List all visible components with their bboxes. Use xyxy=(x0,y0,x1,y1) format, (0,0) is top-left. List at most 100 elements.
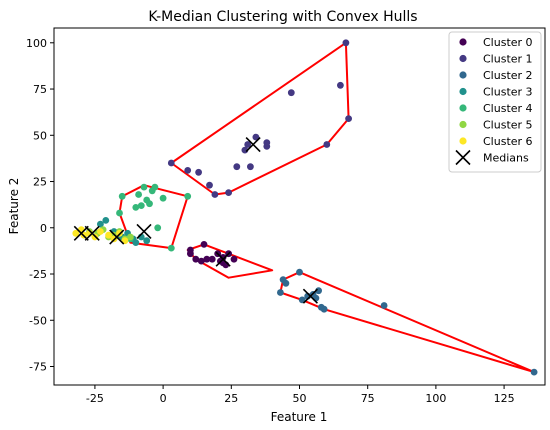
point-cluster-4 xyxy=(116,209,123,217)
legend-marker xyxy=(459,38,467,46)
point-cluster-0 xyxy=(187,250,194,258)
legend-marker xyxy=(459,87,467,96)
point-cluster-1 xyxy=(287,89,295,97)
legend-median-marker xyxy=(455,149,471,166)
y-tick-label: 100 xyxy=(26,37,47,50)
legend-marker xyxy=(459,54,467,63)
point-cluster-0 xyxy=(208,255,216,263)
legend-label: Cluster 5 xyxy=(483,119,533,132)
legend-label: Cluster 4 xyxy=(483,102,533,115)
point-cluster-1 xyxy=(233,163,241,171)
x-tick-label: 0 xyxy=(160,392,167,405)
point-cluster-1 xyxy=(225,189,233,197)
y-tick-label: -50 xyxy=(29,314,47,327)
legend-marker xyxy=(459,137,467,145)
legend-label: Cluster 3 xyxy=(483,86,533,99)
point-cluster-1 xyxy=(337,81,344,89)
point-cluster-2 xyxy=(530,368,538,376)
median-marker xyxy=(215,251,231,267)
median-markers xyxy=(73,136,318,304)
y-tick-label: 25 xyxy=(33,176,47,189)
point-cluster-5 xyxy=(126,233,134,241)
point-cluster-2 xyxy=(277,289,284,296)
point-cluster-2 xyxy=(380,302,388,309)
x-tick-label: 50 xyxy=(293,392,307,405)
x-tick-label: 125 xyxy=(494,392,515,405)
y-tick-label: 75 xyxy=(33,83,47,96)
point-cluster-4 xyxy=(135,191,143,198)
point-cluster-2 xyxy=(320,305,328,313)
legend-label: Cluster 1 xyxy=(483,53,533,66)
legend: Cluster 0 Cluster 1 Cluster 2 Cluster 3 Clus… xyxy=(448,31,542,173)
point-cluster-2 xyxy=(312,294,320,302)
point-cluster-1 xyxy=(244,141,252,148)
point-cluster-6 xyxy=(97,228,104,235)
y-axis-label: Feature 2 xyxy=(7,178,21,235)
median-marker xyxy=(84,225,100,241)
point-cluster-2 xyxy=(296,268,303,276)
point-cluster-1 xyxy=(263,139,271,147)
point-cluster-6 xyxy=(105,231,112,239)
point-cluster-1 xyxy=(206,181,213,189)
plot-area xyxy=(72,39,538,376)
point-cluster-4 xyxy=(118,192,126,200)
point-cluster-1 xyxy=(195,168,203,176)
x-tick-label: 100 xyxy=(425,392,446,405)
legend-marker xyxy=(459,71,467,79)
y-axis-ticks: -75 -50 -25 0 25 50 75 100 xyxy=(26,37,54,374)
point-cluster-4 xyxy=(146,200,153,208)
point-cluster-1 xyxy=(323,141,331,148)
x-tick-label: -25 xyxy=(86,392,104,405)
point-cluster-4 xyxy=(140,183,148,191)
y-tick-label: -75 xyxy=(29,361,47,374)
legend-label: Cluster 6 xyxy=(483,135,533,148)
median-marker xyxy=(73,225,89,241)
point-cluster-0 xyxy=(230,255,238,263)
median-marker xyxy=(109,229,125,245)
point-cluster-0 xyxy=(219,254,227,261)
legend-box xyxy=(448,31,542,173)
point-cluster-4 xyxy=(132,204,140,211)
x-axis-label: Feature 1 xyxy=(271,410,328,424)
point-cluster-1 xyxy=(252,133,260,141)
point-cluster-0 xyxy=(200,241,208,248)
x-tick-label: 25 xyxy=(224,392,238,405)
chart-title: K-Median Clustering with Convex Hulls xyxy=(148,9,417,25)
point-cluster-1 xyxy=(342,39,350,47)
point-cluster-4 xyxy=(151,183,159,191)
point-cluster-4 xyxy=(137,202,145,210)
point-cluster-3 xyxy=(143,237,151,245)
legend-marker xyxy=(459,120,467,129)
point-cluster-1 xyxy=(167,159,175,167)
point-cluster-0 xyxy=(197,257,205,265)
legend-marker xyxy=(459,104,467,112)
y-tick-label: -25 xyxy=(29,268,47,281)
point-cluster-4 xyxy=(184,192,192,200)
y-tick-label: 50 xyxy=(33,129,47,142)
point-cluster-1 xyxy=(345,115,352,122)
legend-label: Cluster 0 xyxy=(483,36,533,49)
point-cluster-3 xyxy=(132,239,140,247)
legend-label: Cluster 2 xyxy=(483,69,533,82)
y-tick-label: 0 xyxy=(40,222,47,235)
point-cluster-2 xyxy=(282,279,290,287)
point-cluster-4 xyxy=(154,224,162,232)
point-cluster-4 xyxy=(167,244,175,252)
median-marker xyxy=(136,223,152,240)
point-cluster-1 xyxy=(247,163,254,171)
x-tick-label: 75 xyxy=(361,392,375,405)
point-cluster-6 xyxy=(72,229,80,237)
median-marker xyxy=(302,288,318,304)
median-marker xyxy=(245,136,261,153)
point-cluster-4 xyxy=(159,194,167,202)
point-cluster-3 xyxy=(97,220,104,228)
x-axis-ticks: -25 0 25 50 75 100 125 xyxy=(86,385,515,405)
point-cluster-1 xyxy=(184,167,192,174)
point-cluster-0 xyxy=(192,255,200,263)
point-cluster-1 xyxy=(211,191,219,198)
legend-label: Medians xyxy=(483,152,529,165)
point-cluster-3 xyxy=(102,217,110,224)
hull-cluster-2 xyxy=(279,271,536,374)
point-cluster-0 xyxy=(203,255,211,263)
